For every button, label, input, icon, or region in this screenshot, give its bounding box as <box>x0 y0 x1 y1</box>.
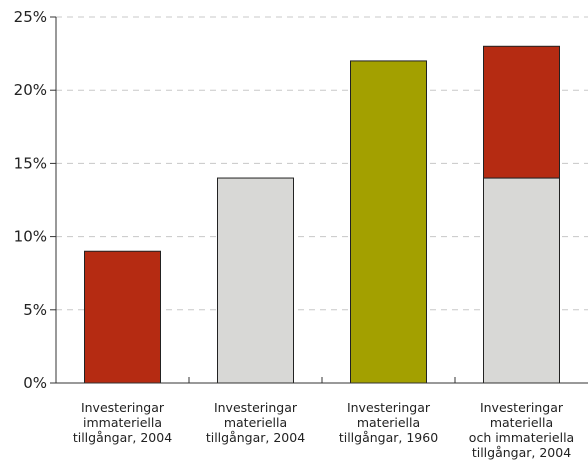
y-tick-label: 10% <box>14 228 47 246</box>
y-tick-label: 15% <box>14 154 47 172</box>
y-tick-label: 25% <box>14 8 47 26</box>
bar-segment <box>483 45 560 179</box>
x-category-label: Investeringar materiella och immateriell… <box>468 400 575 460</box>
y-tick-label: 0% <box>23 374 47 392</box>
bars <box>84 45 560 384</box>
bar-segment <box>483 177 560 384</box>
x-category-label: Investeringar immateriella tillgångar, 2… <box>72 400 173 445</box>
y-tick-label: 20% <box>14 81 47 99</box>
bar-segment <box>84 250 161 384</box>
x-category-label: Investeringar materiella tillgångar, 200… <box>205 400 306 445</box>
axes <box>55 17 588 384</box>
bar-segment <box>350 60 427 384</box>
x-category-label: Investeringar materiella tillgångar, 196… <box>338 400 439 445</box>
bar-segment <box>217 177 294 384</box>
y-tick-label: 5% <box>23 301 47 319</box>
y-tick-labels: 0% 5% 10% 15% 20% 25% <box>14 8 47 392</box>
